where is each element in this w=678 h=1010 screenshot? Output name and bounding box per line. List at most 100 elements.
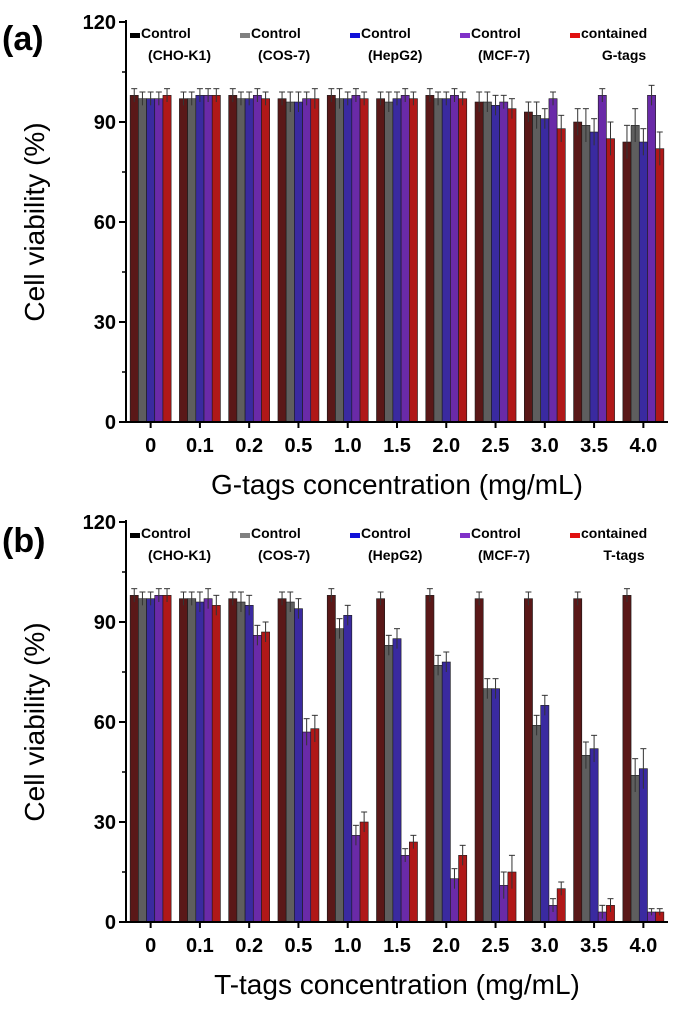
legend-label: Control <box>251 25 301 41</box>
bar-hepg2-0.5 <box>294 608 303 923</box>
x-tick-label: 0.5 <box>285 935 313 957</box>
legend-sub-label: G-tags <box>602 47 647 63</box>
bar-mcf-7-1.0 <box>351 95 361 423</box>
bar-cos-7-2.5 <box>482 688 492 923</box>
bar-g-tags-0.5 <box>310 98 320 423</box>
bar-hepg2-0.2 <box>244 98 254 423</box>
x-tick-label: 2.0 <box>432 435 460 457</box>
legend-label: contained <box>581 25 647 41</box>
bar-cho-k1-0.2 <box>228 95 238 423</box>
bar-cos-7-3.0 <box>532 115 542 423</box>
y-tick-label: 30 <box>94 812 116 834</box>
x-tick-label: 4.0 <box>629 435 657 457</box>
legend-sub-label: (HepG2) <box>368 547 422 563</box>
bar-mcf-7-0.1 <box>203 598 213 923</box>
bar-hepg2-1.0 <box>343 98 353 423</box>
x-tick-label: 2.0 <box>432 935 460 957</box>
bar-cho-k1-2.0 <box>425 95 435 423</box>
y-tick-label: 60 <box>94 712 116 734</box>
bar-cos-7-1.0 <box>335 628 344 923</box>
x-tick-label: 1.0 <box>334 435 362 457</box>
bar-cos-7-1.5 <box>384 645 394 923</box>
bar-hepg2-0.2 <box>244 605 254 923</box>
bar-g-tags-1.5 <box>408 98 418 423</box>
y-tick-label: 90 <box>94 612 116 634</box>
legend-label: Control <box>471 25 521 41</box>
legend-sub-label: (HepG2) <box>368 47 422 63</box>
bar-cos-7-3.5 <box>581 125 591 423</box>
bar-g-tags-0.2 <box>261 98 270 423</box>
legend-swatch <box>570 533 580 538</box>
bar-g-tags-1.0 <box>359 98 369 423</box>
legend-sub-label: (CHO-K1) <box>148 47 211 63</box>
y-tick-label: 120 <box>83 512 116 534</box>
bar-cos-7-0.1 <box>187 98 197 423</box>
bar-cos-7-0.1 <box>187 598 197 923</box>
x-tick-label: 2.5 <box>482 935 510 957</box>
legend-label: Control <box>361 525 411 541</box>
bar-t-tags-0.1 <box>211 605 221 923</box>
bar-cho-k1-1.0 <box>326 595 336 923</box>
bar-cho-k1-0.2 <box>228 598 238 923</box>
legend-swatch <box>350 533 360 538</box>
legend-label: Control <box>141 25 191 41</box>
bar-cos-7-4.0 <box>630 125 640 423</box>
bar-mcf-7-1.5 <box>400 855 410 923</box>
legend-sub-label: T-tags <box>603 547 644 563</box>
bar-hepg2-3.5 <box>589 748 599 923</box>
bar-hepg2-2.0 <box>441 661 451 923</box>
bar-g-tags-4.0 <box>655 148 665 423</box>
bar-cho-k1-2.5 <box>474 598 484 923</box>
legend-sub-label: (CHO-K1) <box>148 547 211 563</box>
y-tick-label: 90 <box>94 112 116 134</box>
bar-cos-7-0 <box>138 598 147 923</box>
bar-cos-7-0.2 <box>236 601 246 923</box>
x-axis-title: T-tags concentration (mg/mL) <box>214 969 580 1000</box>
bar-mcf-7-1.5 <box>400 95 410 423</box>
x-tick-label: 3.0 <box>531 435 559 457</box>
bar-cho-k1-0.1 <box>179 598 188 923</box>
legend-swatch <box>130 33 140 38</box>
x-tick-label: 0.2 <box>235 435 263 457</box>
bar-cho-k1-1.0 <box>326 95 336 423</box>
x-tick-label: 0 <box>145 935 156 957</box>
y-tick-label: 0 <box>105 912 116 934</box>
x-tick-label: 3.0 <box>531 935 559 957</box>
legend-swatch <box>460 33 470 38</box>
legend-label: contained <box>581 525 647 541</box>
panel-letter: (a) <box>2 20 44 58</box>
bar-mcf-7-0.2 <box>252 635 262 923</box>
legend-label: Control <box>251 525 301 541</box>
bar-mcf-7-3.5 <box>597 95 607 423</box>
bar-hepg2-2.5 <box>491 688 500 923</box>
y-tick-label: 120 <box>83 12 116 34</box>
bar-t-tags-0.5 <box>310 728 320 923</box>
legend-label: Control <box>141 525 191 541</box>
bar-hepg2-3.5 <box>589 131 599 423</box>
x-tick-label: 0.2 <box>235 935 263 957</box>
legend-label: Control <box>361 25 411 41</box>
bar-hepg2-2.0 <box>441 98 451 423</box>
legend-swatch <box>350 33 360 38</box>
bar-mcf-7-0 <box>154 595 164 923</box>
panel-b: (b) Cell viability (%) T-tags concentratio… <box>2 512 668 1000</box>
x-tick-label: 1.0 <box>334 935 362 957</box>
bar-cos-7-3.5 <box>581 755 591 923</box>
x-axis-title: G-tags concentration (mg/mL) <box>211 469 583 500</box>
y-tick-label: 60 <box>94 212 116 234</box>
legend: Control (CHO-K1) Control (COS-7) Control (Hep… <box>130 525 647 563</box>
bar-hepg2-3.0 <box>540 118 550 423</box>
y-tick-label: 30 <box>94 312 116 334</box>
y-tick-label: 0 <box>105 412 116 434</box>
bar-cho-k1-3.5 <box>573 121 583 423</box>
bar-cos-7-0.2 <box>236 98 246 423</box>
bars <box>129 595 665 923</box>
bar-cho-k1-0.1 <box>179 98 188 423</box>
bar-cos-7-2.0 <box>433 665 443 923</box>
x-tick-label: 0.1 <box>186 935 214 957</box>
y-axis-title: Cell viability (%) <box>19 122 50 321</box>
legend-sub-label: (COS-7) <box>258 47 310 63</box>
bar-hepg2-1.0 <box>343 615 353 923</box>
bar-hepg2-0.1 <box>195 95 205 423</box>
legend-sub-label: (MCF-7) <box>478 47 530 63</box>
